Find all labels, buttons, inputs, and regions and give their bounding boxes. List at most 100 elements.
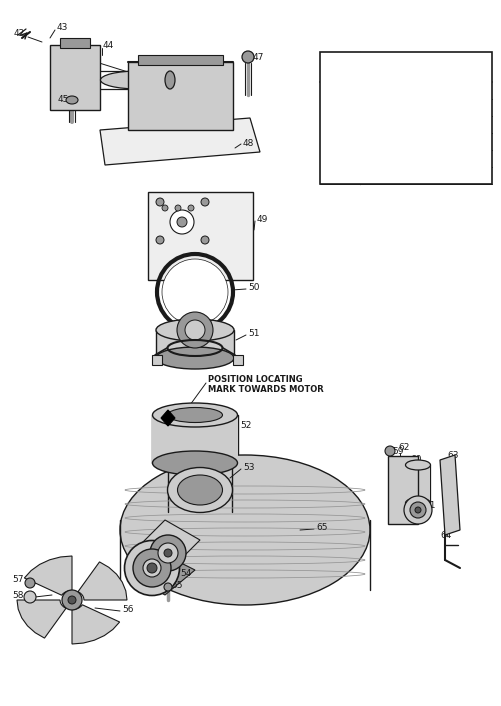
- Polygon shape: [17, 600, 66, 638]
- Ellipse shape: [405, 498, 430, 508]
- Bar: [320, 52, 492, 184]
- Circle shape: [201, 236, 209, 244]
- Text: 60: 60: [410, 455, 421, 464]
- Text: 62: 62: [398, 443, 409, 452]
- Text: 56: 56: [122, 606, 133, 614]
- Circle shape: [410, 502, 426, 518]
- Text: 75 to 85  in. lbs.: 75 to 85 in. lbs.: [365, 119, 444, 129]
- Text: 45: 45: [334, 102, 346, 112]
- Ellipse shape: [120, 455, 370, 605]
- Text: 42: 42: [14, 28, 25, 37]
- Ellipse shape: [156, 319, 234, 341]
- Text: 30 to 45 in. lbs.: 30 to 45 in. lbs.: [365, 171, 441, 181]
- Text: 51: 51: [248, 330, 260, 338]
- Text: 57: 57: [334, 136, 346, 147]
- Circle shape: [404, 496, 432, 524]
- Bar: [148, 192, 253, 280]
- Ellipse shape: [143, 559, 161, 577]
- Ellipse shape: [167, 467, 232, 513]
- Circle shape: [170, 210, 194, 234]
- Bar: [152, 415, 238, 463]
- Text: 47: 47: [253, 52, 265, 61]
- Text: 58: 58: [12, 592, 24, 601]
- Text: 52: 52: [240, 421, 252, 429]
- Circle shape: [201, 198, 209, 206]
- Ellipse shape: [152, 451, 237, 475]
- Polygon shape: [78, 562, 127, 600]
- Text: 59: 59: [392, 446, 403, 455]
- Bar: [128, 62, 233, 130]
- Text: 46: 46: [173, 59, 184, 68]
- Circle shape: [175, 205, 181, 211]
- Text: 50: 50: [248, 284, 260, 292]
- Polygon shape: [25, 556, 72, 595]
- Circle shape: [185, 320, 205, 340]
- Text: 45: 45: [58, 95, 69, 104]
- Circle shape: [164, 549, 172, 557]
- Text: 53: 53: [243, 464, 255, 472]
- Bar: [405, 465, 430, 503]
- Circle shape: [177, 312, 213, 348]
- Ellipse shape: [156, 347, 234, 369]
- Circle shape: [24, 591, 36, 603]
- Bar: [388, 456, 418, 524]
- Text: 63: 63: [447, 452, 458, 460]
- Text: 49: 49: [257, 215, 269, 225]
- Circle shape: [177, 217, 187, 227]
- Text: 65: 65: [316, 524, 328, 532]
- Circle shape: [158, 543, 178, 563]
- Polygon shape: [130, 555, 195, 595]
- Text: POSITION LOCATING: POSITION LOCATING: [208, 376, 303, 385]
- Text: TORQUE: TORQUE: [366, 62, 414, 72]
- Text: KEY
NO.: KEY NO.: [330, 57, 350, 77]
- Text: 7 to 10 ft. lbs.: 7 to 10 ft. lbs.: [365, 85, 433, 95]
- Text: 48: 48: [243, 138, 255, 148]
- Circle shape: [68, 596, 76, 604]
- Text: ♦: ♦: [336, 171, 344, 181]
- Ellipse shape: [177, 475, 222, 505]
- Circle shape: [147, 563, 157, 573]
- Text: 7 to 10 ft. lbs.: 7 to 10 ft. lbs.: [365, 102, 433, 112]
- Polygon shape: [161, 410, 175, 426]
- Ellipse shape: [133, 549, 171, 587]
- Circle shape: [150, 535, 186, 571]
- Circle shape: [156, 198, 164, 206]
- Text: 57: 57: [12, 575, 24, 585]
- Ellipse shape: [101, 71, 175, 89]
- Circle shape: [156, 236, 164, 244]
- Text: 64: 64: [440, 530, 451, 539]
- Circle shape: [25, 578, 35, 588]
- Text: 55: 55: [171, 580, 182, 590]
- Circle shape: [242, 51, 254, 63]
- Circle shape: [385, 446, 395, 456]
- Ellipse shape: [66, 96, 78, 104]
- Bar: [156, 330, 234, 358]
- Circle shape: [162, 205, 168, 211]
- Ellipse shape: [165, 71, 175, 89]
- Bar: [138, 55, 223, 65]
- Text: MARK TOWARDS MOTOR: MARK TOWARDS MOTOR: [208, 385, 324, 395]
- Ellipse shape: [405, 460, 430, 470]
- Ellipse shape: [167, 407, 222, 422]
- Text: 47: 47: [334, 85, 346, 95]
- Bar: [152, 355, 162, 365]
- Ellipse shape: [152, 403, 237, 427]
- Bar: [60, 38, 90, 48]
- Polygon shape: [130, 520, 200, 575]
- Circle shape: [162, 259, 228, 325]
- Text: 44: 44: [103, 42, 114, 51]
- Text: 61: 61: [424, 501, 435, 510]
- Polygon shape: [440, 455, 460, 535]
- Text: 30 to 40 in. lbs.: 30 to 40 in. lbs.: [365, 153, 441, 164]
- Text: 30 to 45 in. lbs.: 30 to 45 in. lbs.: [365, 136, 441, 147]
- Polygon shape: [72, 605, 120, 644]
- Text: 55: 55: [334, 119, 346, 129]
- Ellipse shape: [125, 541, 179, 595]
- Polygon shape: [100, 118, 260, 165]
- Circle shape: [188, 205, 194, 211]
- Circle shape: [164, 583, 172, 591]
- Bar: [233, 355, 243, 365]
- Bar: [50, 45, 100, 110]
- Circle shape: [62, 590, 82, 610]
- Circle shape: [415, 507, 421, 513]
